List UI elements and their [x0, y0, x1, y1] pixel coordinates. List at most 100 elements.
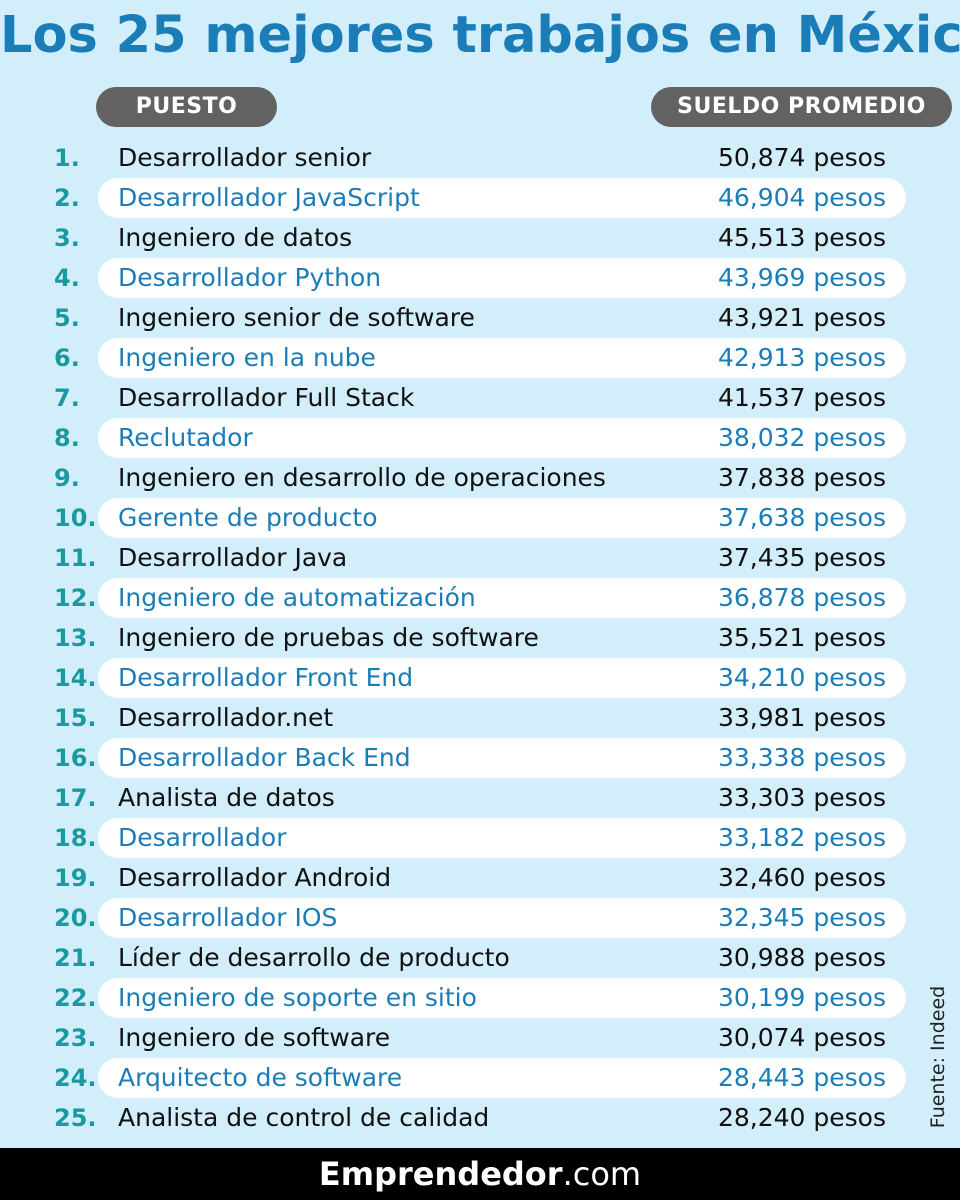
job-title: Desarrollador.net — [118, 703, 334, 732]
rank-number: 13. — [54, 624, 97, 652]
row-highlight — [98, 658, 906, 698]
row-highlight — [98, 1058, 906, 1098]
rank-number: 20. — [54, 904, 97, 932]
average-salary: 30,199 pesos — [717, 983, 886, 1012]
rank-number: 17. — [54, 784, 97, 812]
row-highlight — [98, 178, 906, 218]
row-highlight — [98, 338, 906, 378]
list-item: 23. Ingeniero de software 30,074 pesos — [0, 1018, 960, 1058]
rank-number: 18. — [54, 824, 97, 852]
average-salary: 33,981 pesos — [717, 703, 886, 732]
rank-number: 1. — [54, 144, 80, 172]
list-item: 9. Ingeniero en desarrollo de operaciones… — [0, 458, 960, 498]
rank-number: 6. — [54, 344, 80, 372]
rank-number: 21. — [54, 944, 97, 972]
job-title: Desarrollador — [118, 823, 287, 852]
job-title: Ingeniero de soporte en sitio — [118, 983, 477, 1012]
rank-number: 24. — [54, 1064, 97, 1092]
row-highlight — [98, 418, 906, 458]
rank-number: 25. — [54, 1104, 97, 1132]
list-item: 20. Desarrollador IOS 32,345 pesos — [0, 898, 960, 938]
rank-number: 3. — [54, 224, 80, 252]
list-item: 1. Desarrollador senior 50,874 pesos — [0, 138, 960, 178]
row-highlight — [98, 498, 906, 538]
rank-number: 23. — [54, 1024, 97, 1052]
rank-number: 19. — [54, 864, 97, 892]
job-title: Analista de datos — [118, 783, 335, 812]
average-salary: 42,913 pesos — [717, 343, 886, 372]
job-title: Ingeniero de datos — [118, 223, 353, 252]
job-title: Ingeniero de pruebas de software — [118, 623, 539, 652]
list-item: 12. Ingeniero de automatización 36,878 pes… — [0, 578, 960, 618]
list-item: 4. Desarrollador Python 43,969 pesos — [0, 258, 960, 298]
job-title: Arquitecto de software — [118, 1063, 403, 1092]
row-highlight — [98, 898, 906, 938]
list-item: 17. Analista de datos 33,303 pesos — [0, 778, 960, 818]
job-title: Desarrollador Full Stack — [118, 383, 415, 412]
job-title: Ingeniero de software — [118, 1023, 391, 1052]
job-title: Ingeniero senior de software — [118, 303, 475, 332]
list-item: 16. Desarrollador Back End 33,338 pesos — [0, 738, 960, 778]
average-salary: 45,513 pesos — [717, 223, 886, 252]
row-highlight — [98, 978, 906, 1018]
rank-number: 7. — [54, 384, 80, 412]
list-item: 18. Desarrollador 33,182 pesos — [0, 818, 960, 858]
job-title: Líder de desarrollo de producto — [118, 943, 510, 972]
rank-number: 5. — [54, 304, 80, 332]
list-item: 6. Ingeniero en la nube 42,913 pesos — [0, 338, 960, 378]
column-header-puesto: PUESTO — [96, 87, 277, 127]
average-salary: 41,537 pesos — [717, 383, 886, 412]
average-salary: 30,074 pesos — [717, 1023, 886, 1052]
rank-number: 10. — [54, 504, 97, 532]
list-item: 8. Reclutador 38,032 pesos — [0, 418, 960, 458]
average-salary: 35,521 pesos — [717, 623, 886, 652]
footer-bar: Emprendedor.com — [0, 1148, 960, 1200]
average-salary: 38,032 pesos — [717, 423, 886, 452]
rank-number: 12. — [54, 584, 97, 612]
list-item: 10. Gerente de producto 37,638 pesos — [0, 498, 960, 538]
list-item: 3. Ingeniero de datos 45,513 pesos — [0, 218, 960, 258]
job-title: Desarrollador IOS — [118, 903, 338, 932]
rank-number: 16. — [54, 744, 97, 772]
average-salary: 37,838 pesos — [717, 463, 886, 492]
list-item: 15. Desarrollador.net 33,981 pesos — [0, 698, 960, 738]
job-title: Ingeniero de automatización — [118, 583, 476, 612]
average-salary: 28,240 pesos — [717, 1103, 886, 1132]
average-salary: 43,969 pesos — [717, 263, 886, 292]
footer-domain: .com — [562, 1155, 642, 1193]
job-title: Desarrollador Python — [118, 263, 382, 292]
average-salary: 30,988 pesos — [717, 943, 886, 972]
list-item: 13. Ingeniero de pruebas de software 35,52… — [0, 618, 960, 658]
average-salary: 50,874 pesos — [717, 143, 886, 172]
average-salary: 37,638 pesos — [717, 503, 886, 532]
list-item: 19. Desarrollador Android 32,460 pesos — [0, 858, 960, 898]
average-salary: 37,435 pesos — [717, 543, 886, 572]
rank-number: 14. — [54, 664, 97, 692]
rank-number: 8. — [54, 424, 80, 452]
footer-brand: Emprendedor — [318, 1155, 563, 1193]
list-item: 11. Desarrollador Java 37,435 pesos — [0, 538, 960, 578]
job-title: Ingeniero en la nube — [118, 343, 376, 372]
average-salary: 33,338 pesos — [717, 743, 886, 772]
list-item: 22. Ingeniero de soporte en sitio 30,199 p… — [0, 978, 960, 1018]
rank-number: 22. — [54, 984, 97, 1012]
row-highlight — [98, 818, 906, 858]
list-item: 25. Analista de control de calidad 28,240 … — [0, 1098, 960, 1138]
source-note: Fuente: Indeed — [927, 985, 949, 1129]
job-title: Desarrollador Android — [118, 863, 392, 892]
average-salary: 36,878 pesos — [717, 583, 886, 612]
row-highlight — [98, 738, 906, 778]
rank-number: 9. — [54, 464, 80, 492]
average-salary: 32,345 pesos — [717, 903, 886, 932]
jobs-list: 1. Desarrollador senior 50,874 pesos 2. Desa… — [0, 138, 960, 1138]
average-salary: 33,303 pesos — [717, 783, 886, 812]
page-title: Los 25 mejores trabajos en México — [0, 6, 960, 65]
rank-number: 15. — [54, 704, 97, 732]
job-title: Desarrollador Back End — [118, 743, 411, 772]
list-item: 21. Líder de desarrollo de producto 30,988… — [0, 938, 960, 978]
average-salary: 28,443 pesos — [717, 1063, 886, 1092]
average-salary: 46,904 pesos — [717, 183, 886, 212]
average-salary: 32,460 pesos — [717, 863, 886, 892]
job-title: Desarrollador JavaScript — [118, 183, 420, 212]
job-title: Desarrollador senior — [118, 143, 372, 172]
